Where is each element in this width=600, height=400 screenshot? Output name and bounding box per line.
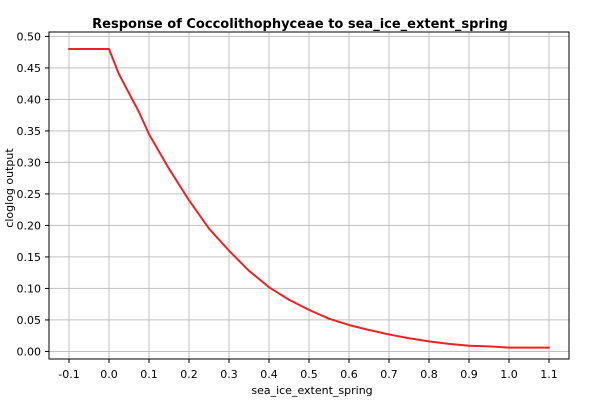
x-tick-label: 0.8: [420, 368, 438, 381]
y-tick-label: 0.25: [17, 188, 42, 201]
x-tick-label: -0.1: [58, 368, 79, 381]
axis-ticks: [45, 35, 550, 363]
x-tick-label: 0.3: [220, 368, 238, 381]
series-layer: [68, 48, 550, 349]
y-tick-label: 0.05: [17, 314, 42, 327]
y-tick-label: 0.40: [17, 93, 42, 106]
x-tick-label: 1.1: [540, 368, 558, 381]
x-tick-label: 0.7: [380, 368, 398, 381]
plot-frame: [48, 31, 570, 360]
tick-labels: -0.1 0.0 0.1 0.2 0.3 0.4 0.5 0.6 0.7 0.8 0.9 1.0 1.1…: [17, 30, 558, 381]
x-tick-label: 0.0: [100, 368, 118, 381]
y-tick-label: 0.45: [17, 62, 42, 75]
y-tick-label: 0.20: [17, 219, 42, 232]
x-tick-label: 0.5: [300, 368, 318, 381]
y-tick-label: 0.00: [17, 345, 42, 358]
x-tick-label: 0.6: [340, 368, 358, 381]
x-tick-label: 0.1: [140, 368, 158, 381]
y-tick-label: 0.50: [17, 30, 42, 43]
x-tick-label: 0.2: [180, 368, 198, 381]
x-tick-label: 0.9: [460, 368, 478, 381]
y-tick-label: 0.35: [17, 125, 42, 138]
y-axis-label: cloglog output: [3, 148, 16, 228]
y-tick-label: 0.30: [17, 156, 42, 169]
x-tick-label: 0.4: [260, 368, 278, 381]
x-tick-label: 1.0: [500, 368, 518, 381]
grid-lines: [49, 32, 569, 359]
response-series-line: [68, 48, 550, 349]
y-tick-label: 0.10: [17, 282, 42, 295]
chart-title: Response of Coccolithophyceae to sea_ice…: [92, 17, 508, 32]
x-axis-label: sea_ice_extent_spring: [251, 384, 372, 397]
y-tick-label: 0.15: [17, 251, 42, 264]
